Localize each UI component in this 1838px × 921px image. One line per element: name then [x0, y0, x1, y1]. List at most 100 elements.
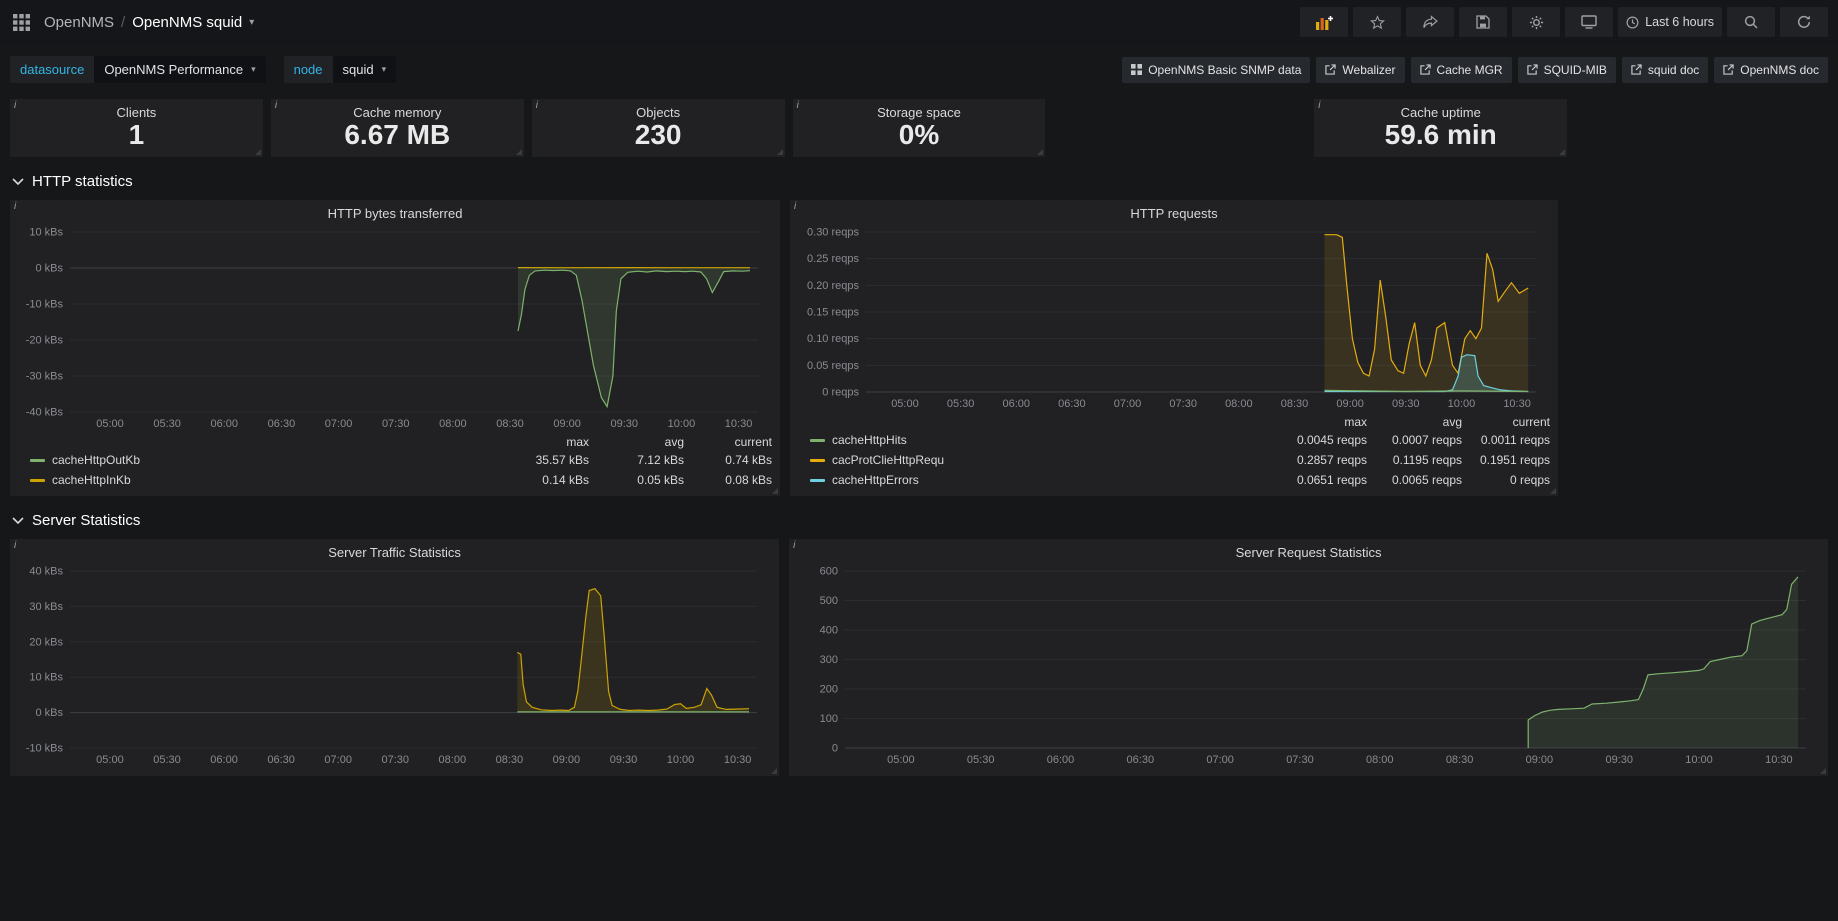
resize-handle[interactable]	[1037, 149, 1044, 155]
info-icon[interactable]: i	[1318, 100, 1321, 111]
dashboard-submenu: datasource OpenNMS Performance ▾ node squ…	[0, 44, 1838, 89]
legend-sort-max[interactable]: max	[1344, 415, 1367, 429]
legend-sort-current[interactable]: current	[734, 435, 772, 449]
legend-row: cacheHttpErrors 0.0651 reqps 0.0065 reqps 0…	[798, 470, 1550, 490]
add-panel-button[interactable]	[1300, 7, 1349, 37]
legend-series-name[interactable]: cacheHttpOutKb	[18, 453, 477, 467]
refresh-button[interactable]	[1780, 7, 1828, 37]
svg-text:40 kBs: 40 kBs	[29, 566, 63, 578]
svg-text:07:00: 07:00	[325, 418, 353, 430]
legend-header: max avg current	[18, 434, 772, 450]
svg-text:30 kBs: 30 kBs	[29, 601, 63, 613]
clock-icon	[1626, 16, 1639, 29]
resize-handle[interactable]	[772, 488, 778, 494]
resize-handle[interactable]	[254, 149, 261, 155]
info-icon[interactable]: i	[793, 540, 796, 551]
resize-handle[interactable]	[1559, 149, 1566, 155]
info-icon[interactable]: i	[535, 100, 538, 111]
svg-text:0.30 reqps: 0.30 reqps	[807, 227, 859, 239]
time-range-button[interactable]: Last 6 hours	[1618, 7, 1722, 37]
dashboard-link[interactable]: SQUID-MIB	[1517, 56, 1616, 83]
settings-button[interactable]	[1512, 7, 1561, 37]
svg-text:08:30: 08:30	[1446, 754, 1474, 766]
resize-handle[interactable]	[771, 768, 778, 774]
svg-text:0.25 reqps: 0.25 reqps	[807, 253, 859, 265]
svg-text:07:00: 07:00	[1114, 398, 1142, 410]
tv-mode-button[interactable]	[1565, 7, 1614, 37]
variable-value-datasource[interactable]: OpenNMS Performance ▾	[94, 56, 266, 83]
row-toggle-server-statistics[interactable]: Server Statistics	[0, 496, 1838, 539]
chart-canvas[interactable]: 600 500 400 300 200 100 0 05:00 05:30 06:00 06:30 0…	[797, 563, 1820, 768]
dashboard-link-label: OpenNMS doc	[1740, 62, 1819, 77]
resize-handle[interactable]	[776, 149, 783, 155]
graph-panel-server-request-statistics: i Server Request Statistics 600 500 400 300…	[789, 539, 1828, 776]
chevron-down-icon: ▾	[249, 16, 255, 28]
info-icon[interactable]: i	[796, 100, 799, 111]
legend-sort-current[interactable]: current	[1512, 415, 1550, 429]
resize-handle[interactable]	[1820, 768, 1826, 774]
legend-sort-avg[interactable]: avg	[664, 435, 684, 449]
chart-canvas[interactable]: 40 kBs 30 kBs 20 kBs 10 kBs 0 kBs -10 kBs 05:0…	[18, 563, 771, 768]
legend-series-name[interactable]: cacheHttpHits	[798, 433, 1255, 447]
chevron-down-icon	[12, 177, 24, 185]
star-button[interactable]	[1353, 7, 1402, 37]
dashboard-link-label: Cache MGR	[1436, 62, 1503, 77]
share-button[interactable]	[1406, 7, 1455, 37]
svg-text:09:00: 09:00	[553, 754, 581, 766]
info-icon[interactable]: i	[14, 540, 17, 551]
svg-text:-30 kBs: -30 kBs	[26, 371, 64, 383]
svg-text:06:00: 06:00	[1002, 398, 1030, 410]
legend-value: 0.08 kBs	[725, 473, 772, 487]
legend-value: 0.0065 reqps	[1391, 473, 1462, 487]
series-color-dash	[810, 438, 825, 442]
save-button[interactable]	[1459, 7, 1508, 37]
dashboard-link[interactable]: Webalizer	[1316, 56, 1405, 83]
chart-canvas[interactable]: 10 kBs 0 kBs -10 kBs -20 kBs -30 kBs -40 kBs 0…	[18, 224, 772, 432]
legend-sort-avg[interactable]: avg	[1442, 415, 1462, 429]
chevron-down-icon: ▾	[251, 64, 256, 74]
resize-handle[interactable]	[515, 149, 522, 155]
dashboard-title[interactable]: OpenNMS squid	[132, 13, 243, 31]
dashboard-link[interactable]: OpenNMS doc	[1714, 56, 1828, 83]
svg-text:05:00: 05:00	[887, 754, 915, 766]
dashboard-link[interactable]: OpenNMS Basic SNMP data	[1122, 56, 1311, 83]
svg-text:08:30: 08:30	[496, 754, 524, 766]
legend-sort-max[interactable]: max	[566, 435, 589, 449]
dashboard-link[interactable]: Cache MGR	[1410, 56, 1512, 83]
svg-text:0: 0	[832, 743, 838, 755]
variable-value-node[interactable]: squid ▾	[332, 56, 397, 83]
chart-canvas[interactable]: 0.30 reqps 0.25 reqps 0.20 reqps 0.15 reqps…	[798, 224, 1550, 412]
info-icon[interactable]: i	[274, 100, 278, 111]
svg-text:07:30: 07:30	[1286, 754, 1314, 766]
legend-series-name[interactable]: cacheHttpErrors	[798, 473, 1255, 487]
svg-text:05:30: 05:30	[153, 418, 181, 430]
dashboard-link[interactable]: squid doc	[1621, 56, 1709, 83]
info-icon[interactable]: i	[14, 201, 17, 212]
panel-title: Server Request Statistics	[1235, 545, 1382, 560]
time-range-label: Last 6 hours	[1645, 15, 1714, 29]
svg-text:05:00: 05:00	[96, 418, 124, 430]
stat-value: 1	[128, 119, 145, 150]
svg-text:06:00: 06:00	[1047, 754, 1075, 766]
breadcrumb[interactable]: OpenNMS / OpenNMS squid ▾	[44, 14, 254, 31]
legend-series-name[interactable]: cacProtClieHttpRequ	[798, 453, 1255, 467]
svg-text:06:30: 06:30	[1127, 754, 1155, 766]
series-color-dash	[810, 458, 825, 462]
grafana-menu-icon[interactable]	[10, 11, 32, 33]
search-button[interactable]	[1727, 7, 1775, 37]
svg-text:06:00: 06:00	[211, 418, 239, 430]
breadcrumb-separator: /	[121, 13, 126, 31]
svg-text:07:00: 07:00	[324, 754, 352, 766]
external-link-icon	[1723, 64, 1734, 75]
panel-title: Storage space	[877, 105, 961, 120]
svg-text:05:30: 05:30	[967, 754, 995, 766]
info-icon[interactable]: i	[794, 201, 797, 212]
series-color-dash	[30, 478, 45, 482]
svg-text:10:00: 10:00	[1685, 754, 1713, 766]
row-toggle-http-statistics[interactable]: HTTP statistics	[0, 157, 1838, 200]
resize-handle[interactable]	[1550, 488, 1556, 494]
info-icon[interactable]: i	[14, 100, 17, 111]
chevron-down-icon: ▾	[381, 64, 387, 74]
dashboard-links: OpenNMS Basic SNMP data Webalizer Cache MG…	[1122, 56, 1828, 83]
legend-series-name[interactable]: cacheHttpInKb	[18, 473, 477, 487]
